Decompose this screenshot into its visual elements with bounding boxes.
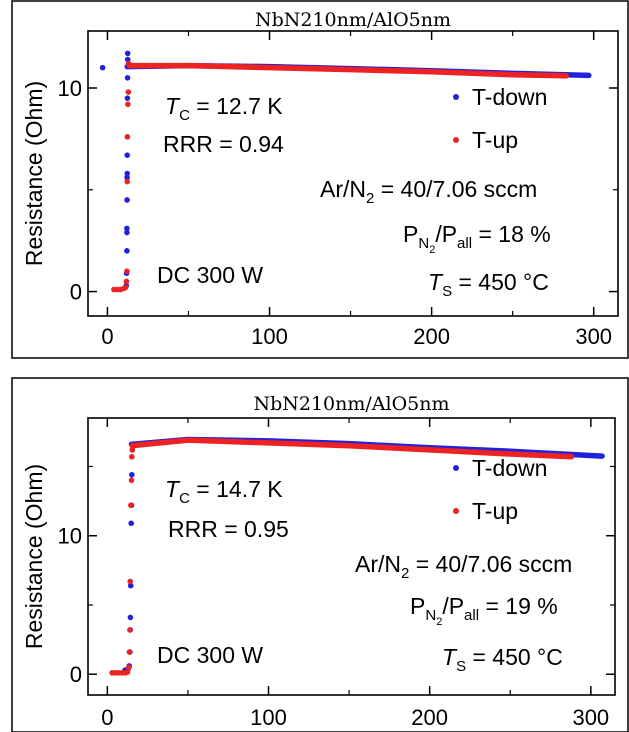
series-t-up (111, 60, 569, 293)
data-point (124, 197, 130, 203)
x-tick-label: 200 (413, 324, 450, 349)
data-point (127, 582, 134, 589)
data-point (124, 669, 131, 675)
data-line-dense (126, 62, 569, 79)
legend-marker (453, 94, 459, 100)
legend-label: T-down (472, 84, 547, 110)
data-point (124, 248, 130, 254)
annotation-rrr: RRR = 0.94 (163, 131, 284, 157)
x-tick-label: 300 (575, 324, 612, 349)
data-point (124, 268, 130, 275)
data-point (99, 64, 106, 71)
data-point (124, 134, 131, 140)
data-point (128, 520, 134, 527)
legend-marker (453, 508, 459, 514)
series-t-up (109, 437, 575, 676)
data-point (129, 453, 135, 460)
x-tick-label: 0 (101, 324, 113, 349)
legend-label: T-down (472, 455, 547, 481)
annotation-rrr: RRR = 0.95 (168, 516, 289, 542)
plot-area (87, 30, 619, 317)
data-point (124, 170, 131, 177)
data-point (124, 50, 131, 57)
chart-panel-1: NbN210nm/AlO5nm 0 100 200 300 0 10 Resistance (… (21, 9, 619, 349)
data-point (123, 278, 130, 285)
data-point (125, 60, 132, 67)
panel-2-frame (11, 377, 629, 732)
data-point (124, 75, 131, 81)
chart-title: NbN210nm/AlO5nm (253, 393, 449, 415)
legend-marker (453, 465, 459, 471)
annotation-substrate-temp: TS = 450 °C (428, 269, 549, 300)
legend-label: T-up (472, 498, 518, 524)
data-point (124, 152, 131, 158)
data-point (125, 101, 131, 108)
annotation-power: DC 300 W (157, 642, 263, 668)
legend-label: T-up (472, 127, 518, 153)
data-point (124, 174, 130, 181)
y-axis-label: Resistance (Ohm) (21, 81, 47, 266)
data-point (124, 229, 130, 236)
y-tick-label: 0 (70, 280, 82, 305)
y-tick-label: 10 (58, 524, 82, 549)
data-point (126, 649, 133, 655)
data-point (127, 578, 134, 585)
annotation-pressure-ratio: PN2/Pall = 18 % (403, 221, 551, 256)
x-tick-label: 200 (411, 705, 448, 730)
chart-panel-2: NbN210nm/AlO5nm 0 100 200 300 0 10 Resistance (… (21, 393, 616, 730)
x-tick-label: 100 (251, 324, 288, 349)
x-tick-label: 100 (250, 705, 287, 730)
plot-area (87, 417, 616, 696)
data-point (124, 178, 131, 185)
y-tick-label: 10 (58, 76, 82, 101)
annotation-tc: TC = 14.7 K (165, 476, 283, 507)
annotation-pressure-ratio: PN2/Pall = 19 % (410, 593, 558, 628)
x-tick-label: 300 (572, 705, 609, 730)
x-tick-label: 0 (101, 705, 113, 730)
data-point (125, 89, 132, 95)
chart-title: NbN210nm/AlO5nm (255, 9, 451, 31)
data-point (124, 225, 130, 232)
data-point (125, 664, 132, 671)
annotation-tc: TC = 12.7 K (165, 93, 283, 124)
data-line-dense (129, 437, 575, 460)
data-point (129, 447, 136, 453)
legend-marker (453, 137, 459, 143)
annotation-substrate-temp: TS = 450 °C (442, 644, 563, 675)
data-point (128, 477, 135, 484)
data-point (129, 471, 135, 478)
annotation-gas-flow: Ar/N2 = 40/7.06 sccm (355, 551, 572, 582)
annotation-gas-flow: Ar/N2 = 40/7.06 sccm (320, 176, 537, 207)
y-tick-label: 0 (70, 662, 82, 687)
data-point (122, 284, 129, 291)
annotation-power: DC 300 W (157, 262, 263, 288)
y-axis-label: Resistance (Ohm) (21, 464, 47, 649)
data-point (124, 95, 131, 101)
panel-1-frame (11, 0, 629, 359)
data-point (127, 627, 133, 633)
data-point (128, 502, 134, 509)
data-point (127, 614, 134, 621)
